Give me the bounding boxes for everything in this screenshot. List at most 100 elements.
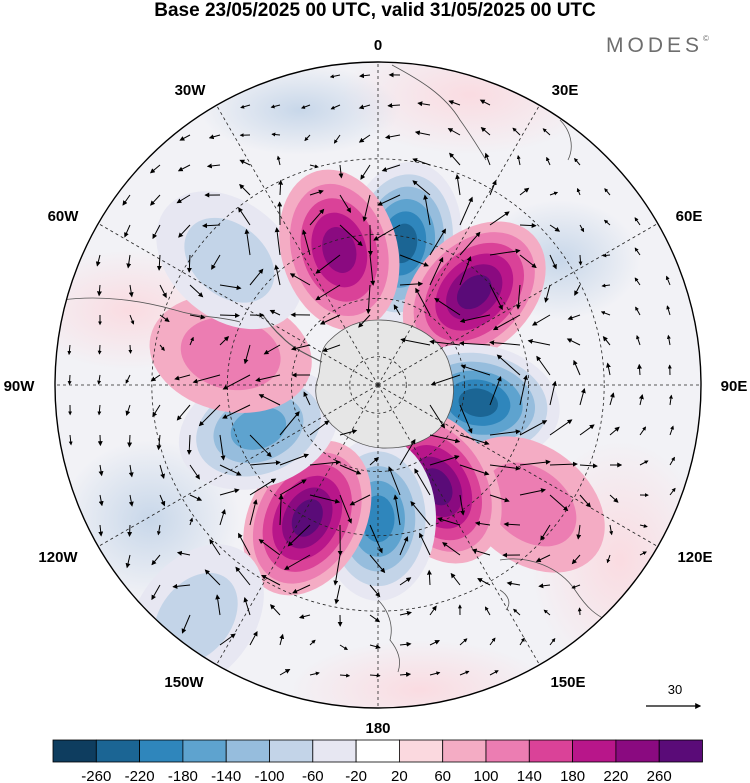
wind-vector	[414, 468, 431, 496]
wind-vector	[600, 311, 611, 316]
colorbar-tick-label: 100	[473, 768, 498, 783]
wind-vector	[258, 539, 281, 556]
wind-vector	[369, 524, 383, 554]
colorbar-tick-label: 220	[603, 768, 628, 783]
wind-vector	[489, 637, 496, 646]
wind-vector	[609, 524, 614, 536]
wind-vector	[125, 404, 131, 416]
colorbar-swatch	[528, 739, 573, 763]
wind-vector	[639, 460, 649, 466]
wind-vector	[519, 254, 537, 269]
wind-vector	[576, 524, 582, 540]
lon-label-120e: 120E	[677, 549, 712, 566]
wind-vector	[156, 524, 161, 536]
wind-vector	[536, 355, 551, 376]
wind-vector	[159, 494, 166, 507]
wind-vector	[602, 336, 611, 346]
wind-vector	[459, 434, 490, 446]
wind-vector	[174, 374, 191, 381]
wind-vector	[125, 554, 131, 569]
wind-vector	[176, 194, 191, 204]
wind-vector	[176, 550, 191, 556]
colorbar-swatch	[182, 739, 227, 763]
wind-vector	[315, 254, 341, 274]
wind-vector	[339, 429, 358, 436]
map-boundary	[54, 61, 702, 709]
wind-vector	[429, 228, 446, 256]
wind-vector	[219, 284, 242, 291]
wind-vector	[339, 464, 362, 475]
wind-vector	[519, 637, 525, 646]
wind-vector	[309, 420, 330, 436]
colorbar-tick-label: -100	[254, 768, 284, 783]
contour-band	[456, 274, 492, 310]
colorbar-swatch	[95, 739, 141, 763]
wind-vector	[292, 584, 311, 594]
wind-vector	[665, 275, 671, 286]
reference-vector-label: 30	[668, 682, 682, 697]
wind-vector	[279, 668, 291, 676]
wind-vector	[609, 426, 620, 436]
lon-label-90e: 90E	[721, 378, 748, 395]
wind-vector	[359, 73, 371, 79]
wind-vector	[571, 584, 581, 589]
contour-band	[291, 499, 323, 537]
wind-vector	[219, 336, 230, 346]
wind-vector	[339, 494, 352, 524]
colorbar-swatch	[312, 739, 357, 763]
wind-vector	[289, 273, 311, 286]
wind-vector	[419, 532, 431, 556]
wind-vector	[95, 254, 101, 267]
wind-vector	[159, 284, 167, 299]
contour-band	[184, 217, 275, 303]
longitude-labels: 0 30E 60E 90E 120E 150E 180 150W 120W 90…	[4, 37, 748, 737]
graticule	[55, 62, 701, 708]
wind-vector	[127, 524, 133, 537]
wind-vector	[129, 314, 135, 325]
wind-vector	[516, 155, 521, 166]
wind-vector	[535, 554, 551, 562]
wind-vector	[333, 554, 341, 586]
wind-vector	[189, 464, 200, 480]
wind-vector	[156, 254, 162, 271]
wind-vector	[519, 187, 530, 196]
wind-vector	[567, 314, 581, 321]
wind-vector	[172, 583, 191, 589]
colorbar-swatch	[269, 739, 314, 763]
wind-vector	[519, 420, 548, 436]
colorbar-swatch	[355, 739, 400, 763]
wind-vector	[459, 638, 468, 646]
wind-vector	[609, 392, 615, 406]
wind-vector	[519, 488, 547, 496]
wind-vector	[315, 284, 341, 301]
colorbar-tick-label: 60	[434, 768, 451, 783]
wind-vector	[360, 164, 371, 180]
colorbar-tick-label: -140	[211, 768, 241, 783]
wind-vector	[255, 374, 281, 383]
wind-vector	[531, 314, 551, 326]
wind-vector	[574, 284, 581, 296]
wind-vector	[474, 521, 491, 526]
wind-vector	[515, 284, 521, 310]
wind-vector	[150, 374, 161, 382]
colorbar-swatch	[52, 739, 97, 763]
wind-vector	[152, 404, 161, 418]
lon-label-0: 0	[374, 37, 382, 54]
wind-vector	[189, 336, 194, 346]
wind-vector	[574, 158, 581, 166]
wind-vector	[638, 394, 644, 406]
wind-vector	[249, 478, 277, 496]
wind-vector	[448, 100, 461, 106]
colorbar-swatch	[485, 739, 530, 763]
tasmania-coast	[499, 589, 510, 611]
colorbar: -260 -220 -180 -140 -100 -60 -20 20 60 100 140 180 2…	[52, 739, 703, 783]
wind-vector	[97, 344, 102, 355]
wind-vector	[181, 614, 191, 634]
colorbar-tick-label: 140	[517, 768, 542, 783]
colorbar-swatch	[658, 739, 703, 763]
wind-vector	[384, 134, 401, 140]
colorbar-tick-label: 20	[391, 768, 408, 783]
wind-vector	[239, 159, 251, 166]
wind-vector	[339, 224, 363, 247]
wind-vector	[274, 227, 281, 256]
